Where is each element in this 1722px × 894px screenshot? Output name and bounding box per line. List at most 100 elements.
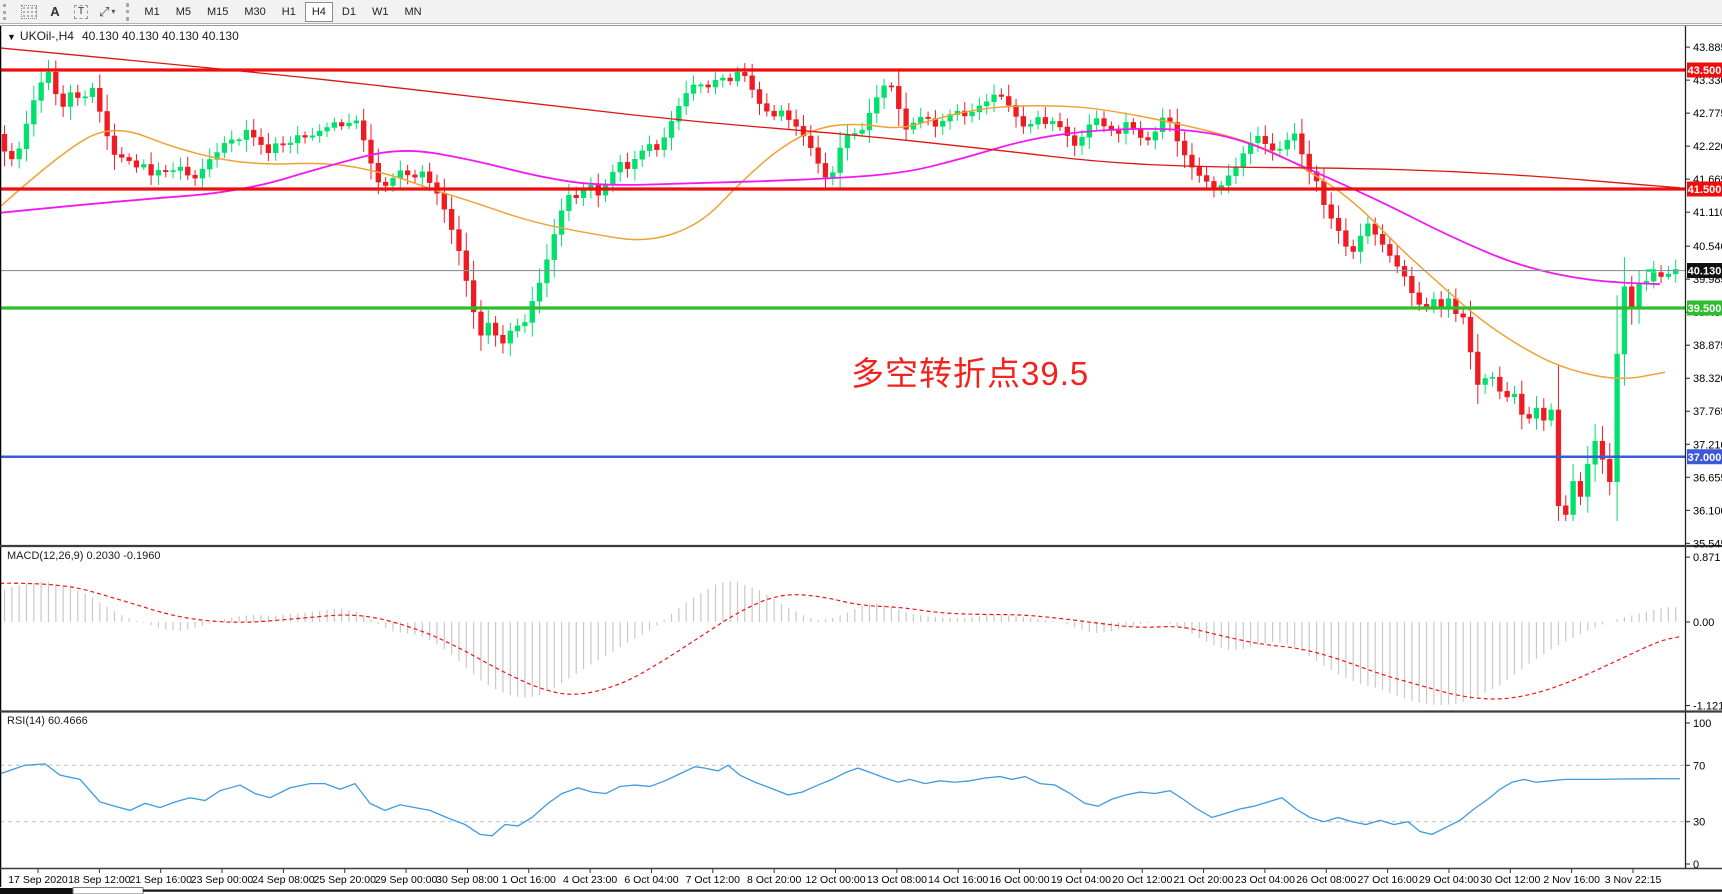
price-tick-label: 35.545 — [1693, 538, 1722, 550]
macd-scale-label: 0.871 — [1693, 552, 1721, 564]
ma-red-line — [1, 47, 1681, 189]
time-tick-label: 29 Oct 04:00 — [1419, 874, 1479, 886]
macd-pane[interactable] — [0, 581, 1681, 706]
timeframe-button-M5[interactable]: M5 — [169, 2, 198, 22]
time-tick-label: 3 Nov 22:15 — [1605, 874, 1662, 886]
price-badge-text: 43.500 — [1688, 65, 1722, 77]
price-badge-40.130 — [1687, 263, 1722, 279]
dropdown-caret-icon: ▾ — [111, 7, 116, 16]
indicator-scales[interactable]: 0.871 0.00 -1.1215 100 70 30 0 — [1685, 552, 1722, 871]
toolbar-separator — [126, 2, 130, 21]
time-tick-label: 13 Oct 08:00 — [867, 874, 927, 886]
price-tick-label: 38.320 — [1693, 373, 1722, 385]
macd-indicator-label: MACD(12,26,9) 0.2030 -0.1960 — [7, 550, 161, 562]
grid-tool-button[interactable] — [17, 2, 41, 22]
arrow-tools-button[interactable]: ⤢ ▾ — [95, 2, 119, 22]
price-axis[interactable]: 43.88543.33042.77542.22041.66541.11040.5… — [1685, 42, 1722, 550]
time-tick-label: 21 Sep 16:00 — [129, 874, 192, 886]
time-tick-label: 26 Oct 08:00 — [1296, 874, 1356, 886]
time-tick-label: 19 Oct 04:00 — [1051, 874, 1111, 886]
timeframe-button-H1[interactable]: H1 — [275, 2, 303, 22]
time-tick-label: 12 Oct 00:00 — [805, 874, 865, 886]
timeframe-group: M1 M5 M15 M30 H1 H4 D1 W1 MN — [136, 1, 429, 22]
rsi-indicator-label: RSI(14) 60.4666 — [7, 715, 88, 727]
letter-a-icon: A — [50, 4, 60, 19]
timeframe-button-M30[interactable]: M30 — [237, 2, 272, 22]
rsi-pane[interactable] — [0, 763, 1685, 837]
price-tick-label: 43.330 — [1693, 75, 1722, 87]
chart-title: ▼ UKOil-,H4 40.130 40.130 40.130 40.130 — [7, 29, 239, 43]
timeframe-button-M1[interactable]: M1 — [137, 2, 166, 22]
time-tick-label: 6 Oct 04:00 — [624, 874, 678, 886]
time-tick-label: 27 Oct 16:00 — [1358, 874, 1418, 886]
macd-scale-label: 0.00 — [1693, 617, 1714, 629]
toolbar: A T ⤢ ▾ M1 M5 M15 M30 H1 H4 D1 W1 MN — [0, 0, 1722, 24]
time-tick-label: 24 Sep 08:00 — [252, 874, 315, 886]
rsi-scale-label: 0 — [1693, 859, 1699, 871]
annotation-text[interactable]: 多空转折点39.5 — [851, 355, 1090, 392]
price-badge-37.000 — [1687, 449, 1722, 465]
timeframe-button-H4[interactable]: H4 — [304, 1, 333, 22]
scrollbar-left-block — [0, 888, 73, 894]
time-tick-label: 25 Sep 20:00 — [313, 874, 376, 886]
price-badge-39.500 — [1687, 300, 1722, 316]
text-tool-button[interactable]: A — [43, 2, 67, 22]
time-tick-label: 30 Oct 12:00 — [1480, 874, 1540, 886]
timeframe-button-MN[interactable]: MN — [397, 2, 428, 22]
rsi-scale-label: 70 — [1693, 760, 1705, 772]
ohlc-values: 40.130 40.130 40.130 40.130 — [81, 29, 239, 43]
price-badge-text: 39.500 — [1688, 303, 1722, 315]
price-tick-label: 40.540 — [1693, 241, 1722, 253]
symbol-period-label: UKOil-,H4 — [19, 29, 74, 43]
price-tick-label: 41.110 — [1693, 207, 1722, 219]
letter-t-boxed-icon: T — [73, 4, 89, 19]
price-tick-label: 42.775 — [1693, 108, 1722, 120]
time-tick-label: 8 Oct 20:00 — [747, 874, 801, 886]
time-tick-label: 16 Oct 00:00 — [989, 874, 1049, 886]
time-tick-label: 20 Oct 12:00 — [1112, 874, 1172, 886]
price-badge-text: 40.130 — [1688, 266, 1722, 278]
macd-name: MACD(12,26,9) — [7, 550, 84, 562]
scrollbar-track-line — [143, 889, 1722, 892]
textbox-tool-button[interactable]: T — [69, 2, 93, 22]
last-price-tick — [1646, 269, 1656, 272]
time-tick-label: 23 Sep 00:00 — [191, 874, 254, 886]
timeframe-button-M15[interactable]: M15 — [200, 2, 235, 22]
collapse-arrow-icon[interactable]: ▼ — [7, 32, 16, 42]
time-tick-label: 7 Oct 12:00 — [686, 874, 740, 886]
rsi-scale-label: 100 — [1693, 718, 1711, 730]
timeframe-button-W1[interactable]: W1 — [365, 2, 396, 22]
toolbar-grip-icon — [3, 3, 11, 20]
rsi-name: RSI(14) — [7, 715, 45, 727]
diagonal-arrows-icon: ⤢ — [99, 4, 110, 19]
timeframe-button-D1[interactable]: D1 — [335, 2, 363, 22]
price-tick-label: 42.220 — [1693, 141, 1722, 153]
scrollbar-thumb[interactable] — [72, 887, 144, 894]
price-tick-label: 43.885 — [1693, 42, 1722, 54]
time-tick-label: 2 Nov 16:00 — [1543, 874, 1600, 886]
price-tick-label: 37.210 — [1693, 439, 1722, 451]
rsi-scale-label: 30 — [1693, 817, 1705, 829]
candles-layer — [1, 59, 1679, 522]
time-tick-label: 30 Sep 08:00 — [436, 874, 499, 886]
time-tick-label: 21 Oct 20:00 — [1174, 874, 1234, 886]
ma-magenta-line — [1, 127, 1661, 286]
horizontal-scrollbar[interactable] — [0, 887, 1722, 894]
macd-values: 0.2030 -0.1960 — [86, 550, 161, 562]
price-tick-label: 38.875 — [1693, 340, 1722, 352]
price-badge-text: 41.500 — [1688, 184, 1722, 196]
price-badge-43.500 — [1687, 62, 1722, 78]
rsi-line — [1, 763, 1680, 837]
macd-signal-line — [1, 582, 1681, 700]
ma-orange-line — [1, 104, 1666, 380]
macd-scale-label: -1.1215 — [1693, 701, 1722, 713]
time-tick-label: 29 Sep 00:00 — [375, 874, 438, 886]
price-tick-label: 36.100 — [1693, 505, 1722, 517]
price-badge-text: 37.000 — [1688, 452, 1722, 464]
main-price-pane[interactable] — [0, 47, 1681, 522]
grid-icon — [21, 4, 37, 19]
time-tick-label: 17 Sep 2020 — [8, 874, 68, 886]
time-tick-label: 4 Oct 23:00 — [563, 874, 617, 886]
